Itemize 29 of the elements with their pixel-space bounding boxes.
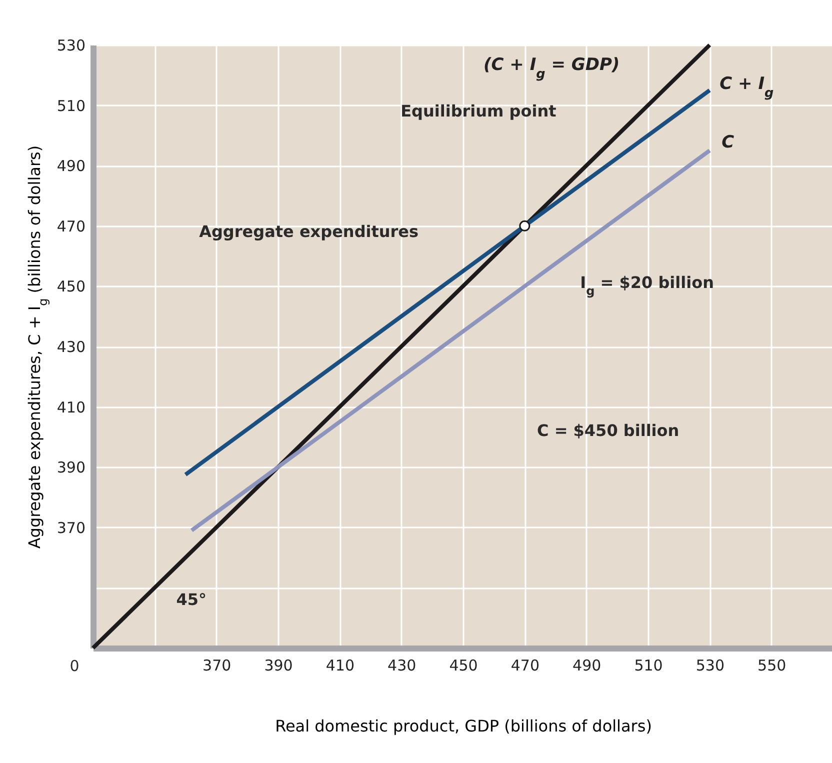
y-tick-label: 490	[56, 157, 86, 176]
series-label: C + I$_{g}$	[720, 74, 774, 101]
annotation: 45°	[176, 590, 207, 609]
y-tick-label: 530	[56, 36, 86, 54]
text: (C + I$_{g}$ = GDP)	[483, 55, 620, 82]
x-tick-label: 510	[634, 656, 663, 674]
text: 0	[70, 657, 80, 676]
x-tick-label: 530	[696, 656, 724, 674]
x-tick-label: 470	[510, 656, 540, 674]
annotation: I$_{g}$ = $20 billion	[580, 273, 714, 298]
x-tick-label: 430	[388, 656, 416, 674]
x-tick-label: 410	[326, 656, 354, 674]
x-tick-label: 370	[202, 656, 232, 674]
series-label: C	[722, 132, 735, 153]
x-tick-label: 390	[264, 656, 293, 674]
x-tick-label: 490	[572, 656, 602, 674]
x-tick-label: 550	[758, 656, 786, 674]
x-tick-label: 450	[449, 656, 478, 674]
y-tick-label: 370	[56, 518, 86, 537]
y-tick-label: 510	[56, 96, 86, 115]
y-tick-label: 470	[56, 217, 86, 236]
x-axis-title: Real domestic product, GDP (billions of dollars)	[275, 716, 652, 736]
annotation: Equilibrium point	[400, 101, 557, 120]
annotation: Aggregate expenditures	[199, 222, 419, 241]
y-tick-label: 410	[56, 398, 86, 416]
y-tick-label: 430	[56, 338, 86, 356]
y-tick-label: 450	[56, 278, 86, 296]
annotation: C = $450 billion	[537, 420, 680, 440]
y-tick-label: 390	[56, 458, 86, 477]
